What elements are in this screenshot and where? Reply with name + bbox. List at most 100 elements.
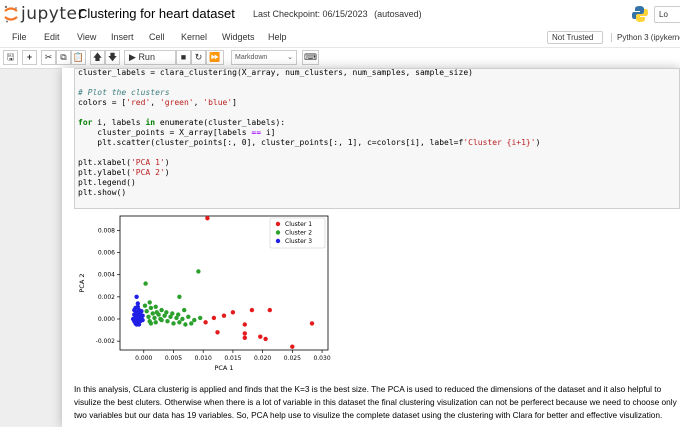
jupyter-logo-icon [4,5,18,23]
point-cluster-2-18 [165,319,170,324]
point-cluster-2-22 [153,320,158,325]
python-logo-icon [632,6,648,22]
markdown-paragraph: In this analysis, CLara clusterig is app… [74,384,677,420]
menu-widgets[interactable]: Widgets [222,32,255,42]
point-cluster-2-19 [171,321,176,326]
y-axis-label: PCA 2 [78,273,86,292]
keyboard-icon: ⌨ [304,52,317,62]
markdown-cell[interactable]: In this analysis, CLara clusterig is app… [74,383,680,422]
autosave-status: (autosaved) [374,9,422,19]
interrupt-button[interactable]: ■ [176,50,191,65]
point-cluster-2-28 [189,321,194,326]
point-cluster-3-5 [132,312,137,317]
save-icon: 🖫 [6,52,15,62]
point-cluster-3-23 [140,313,145,318]
point-cluster-2-1 [143,281,148,286]
point-cluster-3-17 [140,317,145,323]
point-cluster-3-21 [135,304,140,309]
point-cluster-2-11 [162,313,167,318]
plus-icon: + [26,52,33,62]
menu-edit[interactable]: Edit [44,32,60,42]
point-cluster-1-4 [215,330,220,335]
move-down-button[interactable]: 🡇 [105,50,120,65]
checkpoint-status: Last Checkpoint: 06/15/2023 (autosaved) [253,9,426,19]
code-line-7: cluster_points = X_array[labels == i] [78,128,276,137]
y-tick-label: 0.004 [98,272,115,279]
y-tick-label: 0.002 [98,294,115,301]
point-cluster-2-8 [144,309,149,314]
menu-bar: File Edit View Insert Cell Kernel Widget… [0,28,680,48]
chevron-down-icon: ⌄ [287,54,293,61]
checkpoint-label: Last Checkpoint: 06/15/2023 [253,9,368,19]
y-tick-label: 0.006 [98,250,115,257]
insert-cell-button[interactable]: + [22,50,37,65]
point-cluster-2-7 [159,307,164,313]
point-cluster-3-19 [139,309,144,314]
legend-label-cluster-2: Cluster 2 [285,230,312,237]
move-up-button[interactable]: 🡅 [90,50,105,65]
point-cluster-2-0 [196,269,201,274]
menu-file[interactable]: File [12,32,27,42]
restart-run-all-button[interactable]: ⏩ [206,50,224,65]
copy-button[interactable]: ⧉ [56,50,71,65]
point-cluster-2-27 [183,322,188,327]
point-cluster-1-9 [258,334,263,339]
code-cell[interactable]: cluster_labels = clara_clustering(X_arra… [74,68,680,209]
code-line-10: plt.xlabel('PCA 1') [78,158,170,167]
jupyter-logo[interactable]: jupyter [4,4,85,24]
notebook-header: jupyter Clustering for heart dataset Las… [0,0,680,28]
command-palette-button[interactable]: ⌨ [302,50,319,65]
cut-button[interactable]: ✂ [41,50,56,65]
point-cluster-2-33 [154,310,159,315]
point-cluster-1-11 [267,307,272,313]
stop-icon: ■ [180,52,187,62]
code-line-13: plt.show() [78,188,127,197]
y-tick-label: -0.002 [96,338,116,345]
point-cluster-1-0 [203,320,208,325]
menu-help[interactable]: Help [268,32,287,42]
point-cluster-2-25 [152,315,157,321]
cell-type-select[interactable]: Markdown ⌄ [231,50,297,65]
y-tick-label: 0.008 [98,227,115,234]
point-cluster-2-13 [174,315,179,321]
run-button[interactable]: ▶ Run [124,50,176,65]
notebook-title[interactable]: Clustering for heart dataset [78,6,235,21]
save-button[interactable]: 🖫 [3,50,18,65]
scatter-points [130,216,315,349]
cell-type-value: Markdown [235,54,268,61]
y-axis-ticks: -0.002 0.000 0.002 0.004 0.006 0.008 [96,227,120,345]
x-tick-label: 0.025 [284,355,301,362]
x-axis-label: PCA 1 [214,364,233,372]
menu-kernel[interactable]: Kernel [181,32,208,42]
x-tick-label: 0.000 [135,355,152,362]
point-cluster-2-17 [198,315,203,321]
point-cluster-2-31 [176,312,181,317]
legend-label-cluster-1: Cluster 1 [285,221,312,228]
code-line-11: plt.ylabel('PCA 2') [78,168,170,177]
menu-cell[interactable]: Cell [149,32,165,42]
code-line-1: cluster_labels = clara_clustering(X_arra… [78,68,473,77]
x-tick-label: 0.010 [195,355,212,362]
menu-insert[interactable]: Insert [111,32,134,42]
point-cluster-2-26 [158,316,163,322]
kernel-indicator: Python 3 (ipykerne [611,33,680,42]
restart-button[interactable]: ↻ [191,50,206,65]
toolbar: 🖫 + ✂ ⧉ 📋 🡅 🡇 ▶ Run ■ ↻ ⏩ Markdown ⌄ ⌨ [0,48,680,69]
trusted-indicator[interactable]: Not Trusted [547,31,603,44]
restart-icon: ↻ [194,52,203,62]
point-cluster-1-5 [242,322,247,327]
code-line-3: # Plot the clusters [78,88,170,98]
copy-icon: ⧉ [60,52,67,62]
code-line-6: for i, labels in enumerate(cluster_label… [78,118,286,127]
menu-view[interactable]: View [77,32,97,42]
x-axis-ticks: 0.000 0.005 0.010 0.015 0.020 0.025 0.030 [135,350,331,362]
x-tick-label: 0.020 [254,355,271,362]
point-cluster-1-14 [205,216,210,221]
point-cluster-2-30 [170,311,175,316]
legend-marker-cluster-2 [275,230,281,235]
point-cluster-3-0 [134,294,139,299]
paste-button[interactable]: 📋 [71,50,86,65]
point-cluster-2-6 [153,304,158,309]
logout-button[interactable]: Lo [654,6,680,23]
